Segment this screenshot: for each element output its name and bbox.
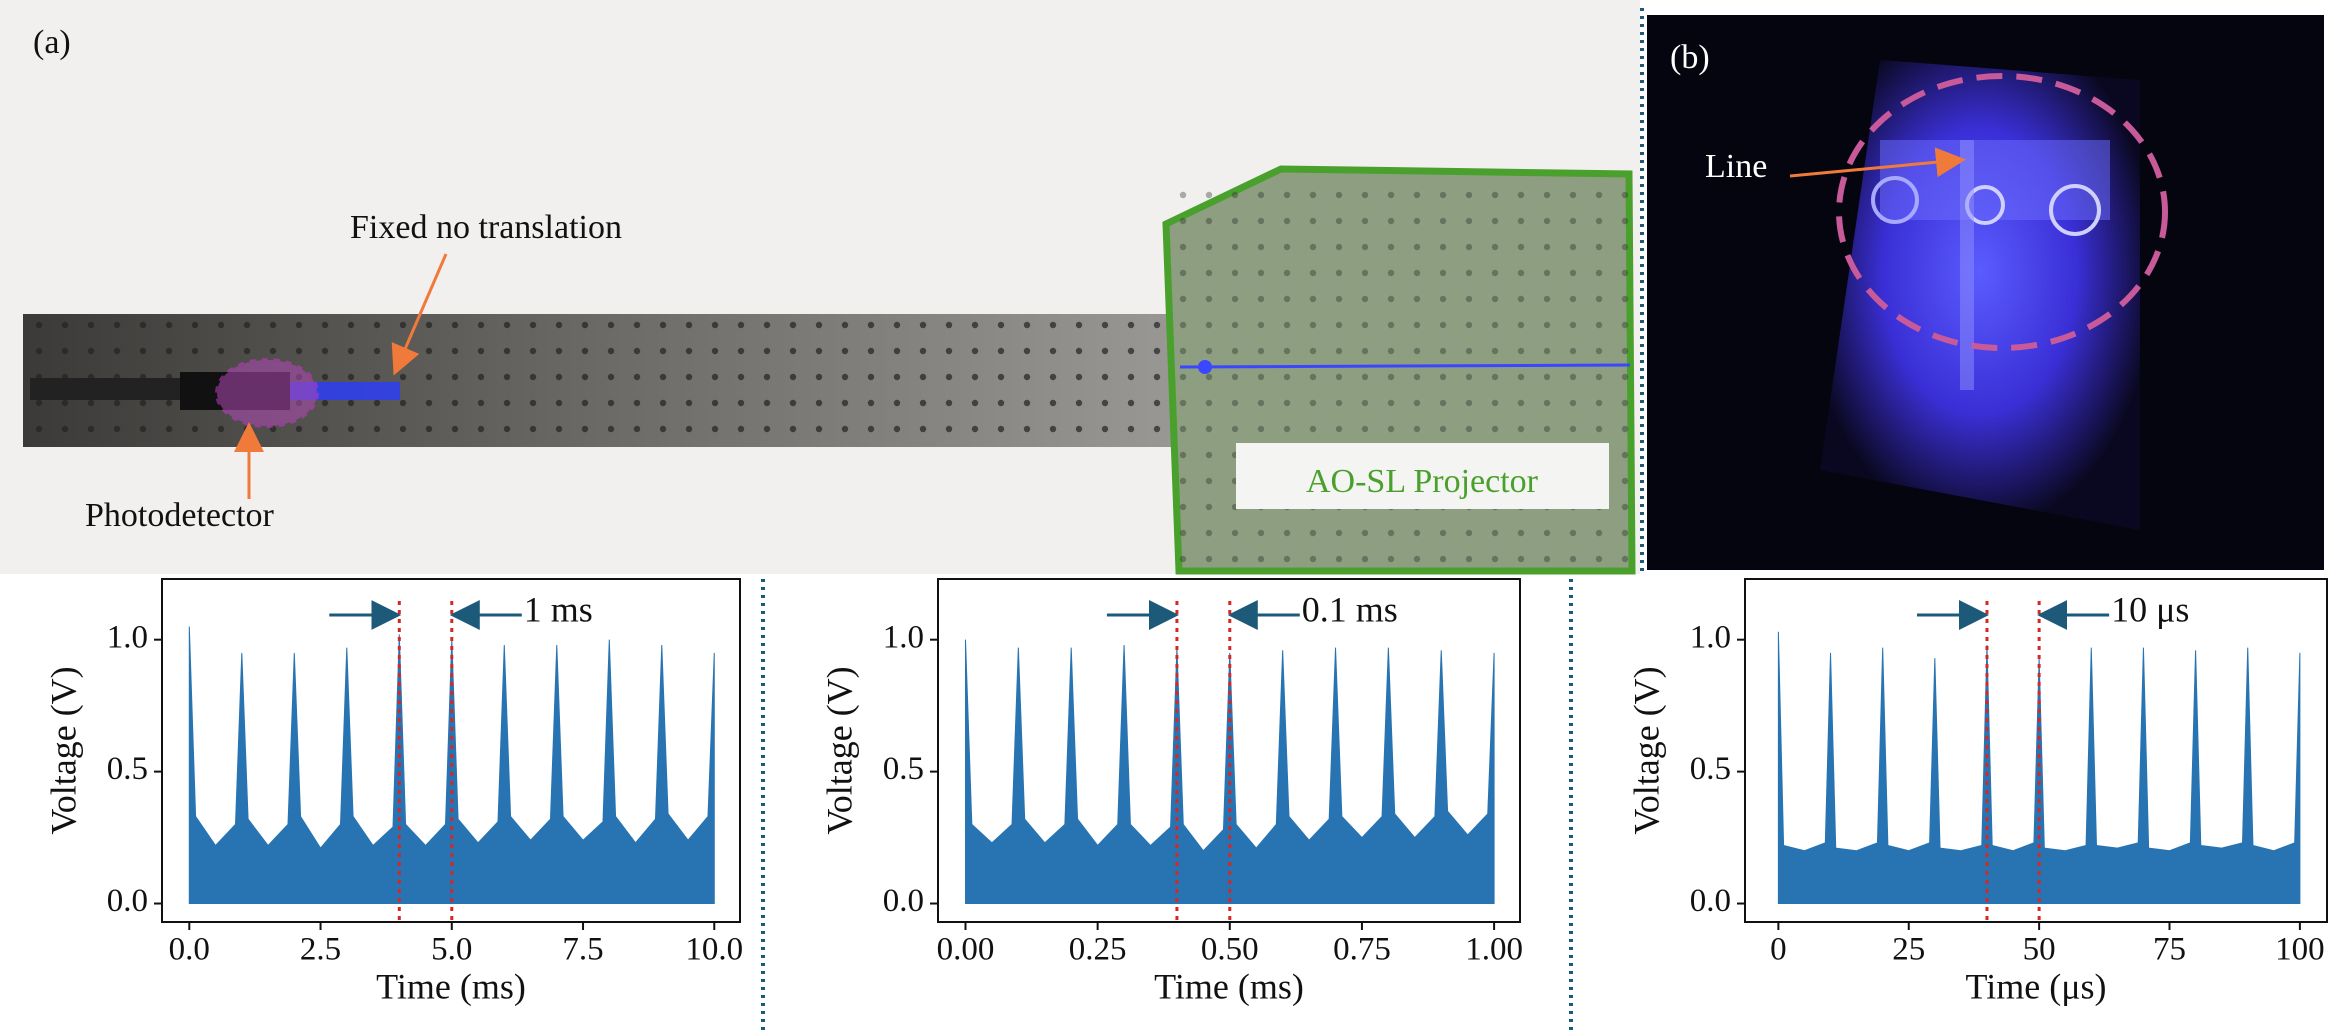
x-axis-label: Time (ms) xyxy=(376,966,526,1006)
annotation: 1 ms xyxy=(524,589,593,629)
x-tick-label: 2.5 xyxy=(300,932,341,968)
x-tick-label: 25 xyxy=(1892,932,1925,968)
y-tick-label: 0.0 xyxy=(1690,883,1731,919)
x-tick-label: 7.5 xyxy=(562,932,603,968)
x-tick-label: 0.0 xyxy=(169,932,210,968)
x-tick-label: 1.00 xyxy=(1465,932,1523,968)
x-tick-label: 0.25 xyxy=(1069,932,1127,968)
x-axis-label: Time (μs) xyxy=(1966,966,2107,1006)
y-tick-label: 1.0 xyxy=(883,619,924,655)
y-axis-label: Voltage (V) xyxy=(1626,666,1666,834)
annotation: 0.1 ms xyxy=(1302,589,1398,629)
y-tick-label: 0.5 xyxy=(1690,751,1731,787)
y-axis-label: Voltage (V) xyxy=(819,666,859,834)
annotation: Photodetector xyxy=(85,497,275,534)
x-axis-label: Time (ms) xyxy=(1154,966,1304,1006)
y-tick-label: 0.0 xyxy=(883,883,924,919)
x-tick-label: 0.00 xyxy=(937,932,995,968)
y-tick-label: 0.5 xyxy=(107,751,148,787)
plot-frame xyxy=(1744,578,2328,923)
y-tick-label: 1.0 xyxy=(107,619,148,655)
panel-label: (a) xyxy=(33,24,71,61)
annotation: 10 μs xyxy=(2111,589,2189,629)
area xyxy=(964,639,1495,905)
x-tick-label: 5.0 xyxy=(431,932,472,968)
x-tick-label: 75 xyxy=(2153,932,2186,968)
y-tick-label: 0.5 xyxy=(883,751,924,787)
area xyxy=(1777,631,2301,905)
x-tick-label: 0.75 xyxy=(1333,932,1391,968)
photo-b: (b) Line xyxy=(1647,15,2324,570)
y-axis-label: Voltage (V) xyxy=(43,666,83,834)
x-tick-label: 0 xyxy=(1770,932,1787,968)
x-tick-label: 10.0 xyxy=(685,932,743,968)
x-tick-label: 100 xyxy=(2275,932,2325,968)
y-tick-label: 0.0 xyxy=(107,883,148,919)
x-tick-label: 0.50 xyxy=(1201,932,1259,968)
charts: 0.0 2.5 5.0 7.5 10.0 0.0 0.5 1.0 Time (ms) Voltag… xyxy=(43,578,2328,1006)
annotation: Line xyxy=(1705,148,1767,185)
annotation: AO-SL Projector xyxy=(1306,463,1539,500)
x-tick-label: 50 xyxy=(2023,932,2056,968)
photo-a: (a) Fixed no translation Photodetector A… xyxy=(0,0,1640,575)
y-tick-label: 1.0 xyxy=(1690,619,1731,655)
panel-label: (b) xyxy=(1670,39,1710,76)
annotation: Fixed no translation xyxy=(350,209,622,246)
